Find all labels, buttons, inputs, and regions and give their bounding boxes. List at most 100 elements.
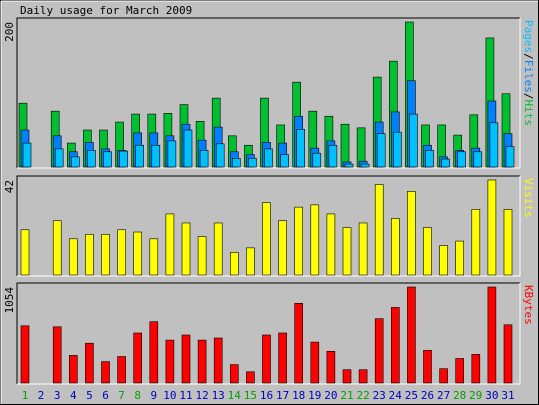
bar bbox=[439, 245, 448, 276]
x-tick-label: 26 bbox=[421, 389, 434, 402]
x-tick-label: 9 bbox=[150, 389, 157, 402]
bar bbox=[151, 144, 161, 168]
x-tick-label: 29 bbox=[469, 389, 482, 402]
bar bbox=[374, 318, 384, 384]
x-tick-label: 24 bbox=[389, 389, 403, 402]
x-tick-label: 25 bbox=[405, 389, 418, 402]
y-tick-label: 42 bbox=[3, 180, 16, 193]
bar bbox=[487, 179, 497, 276]
legend-entry: KBytes bbox=[522, 285, 535, 325]
bar bbox=[215, 143, 225, 168]
bar bbox=[117, 229, 126, 276]
bar bbox=[358, 369, 368, 384]
panel-edge bbox=[16, 17, 520, 168]
x-tick-label: 1 bbox=[22, 389, 29, 402]
bar bbox=[20, 325, 30, 384]
bar bbox=[85, 233, 94, 276]
bar bbox=[360, 163, 370, 168]
bar bbox=[423, 350, 432, 384]
x-tick-label: 7 bbox=[118, 389, 125, 402]
panel-edge bbox=[17, 18, 521, 169]
y-tick-label: 200 bbox=[3, 22, 16, 42]
bar bbox=[103, 151, 112, 168]
bar bbox=[457, 151, 467, 168]
x-tick-label: 18 bbox=[292, 389, 305, 402]
bar bbox=[328, 144, 338, 168]
bar bbox=[167, 140, 177, 168]
bar bbox=[344, 163, 354, 168]
bar bbox=[183, 129, 193, 168]
legend: KBytes bbox=[522, 285, 535, 325]
panel-edge bbox=[16, 282, 520, 384]
x-tick-label: 16 bbox=[260, 389, 273, 402]
bar bbox=[246, 371, 255, 384]
bar bbox=[119, 150, 128, 168]
legend-entry: Visits bbox=[522, 178, 535, 218]
x-tick-label: 8 bbox=[134, 389, 141, 402]
x-tick-label: 27 bbox=[437, 389, 450, 402]
x-tick-label: 3 bbox=[54, 389, 61, 402]
bar bbox=[52, 220, 62, 276]
bar bbox=[326, 351, 336, 384]
bar bbox=[471, 354, 481, 384]
x-tick-label: 23 bbox=[373, 389, 386, 402]
legend: Visits bbox=[522, 178, 535, 218]
x-tick-label: 5 bbox=[86, 389, 93, 402]
x-tick-label: 19 bbox=[308, 389, 321, 402]
bar bbox=[149, 238, 159, 276]
bar bbox=[87, 150, 96, 168]
bar bbox=[246, 247, 255, 276]
bar bbox=[503, 209, 513, 276]
x-tick-label: 15 bbox=[244, 389, 257, 402]
bar bbox=[312, 152, 322, 168]
bar bbox=[101, 233, 110, 276]
bar bbox=[69, 355, 78, 384]
bar bbox=[71, 156, 80, 168]
panel-edge bbox=[17, 176, 521, 277]
panel-edge bbox=[16, 175, 520, 276]
x-tick-label: 14 bbox=[228, 389, 242, 402]
bar bbox=[455, 240, 465, 276]
bar bbox=[133, 332, 142, 384]
bar bbox=[392, 131, 402, 168]
bar bbox=[278, 220, 287, 276]
x-tick-label: 10 bbox=[163, 389, 176, 402]
bar bbox=[441, 158, 450, 168]
bar bbox=[264, 148, 273, 168]
panel-edge bbox=[17, 283, 521, 385]
bar bbox=[262, 334, 271, 384]
bar bbox=[22, 142, 32, 168]
bar bbox=[390, 218, 400, 276]
x-tick-label: 11 bbox=[179, 389, 192, 402]
x-tick-label: 30 bbox=[485, 389, 498, 402]
bar bbox=[342, 227, 352, 276]
bar bbox=[310, 341, 320, 384]
x-tick-label: 2 bbox=[38, 389, 45, 402]
bar bbox=[374, 184, 384, 276]
bar bbox=[278, 332, 287, 384]
bar bbox=[505, 146, 515, 168]
bar bbox=[133, 231, 142, 276]
bar bbox=[471, 209, 481, 276]
legend-entry: Files bbox=[522, 60, 535, 93]
x-tick-label: 4 bbox=[70, 389, 77, 402]
x-tick-label: 21 bbox=[340, 389, 353, 402]
x-tick-label: 17 bbox=[276, 389, 289, 402]
bar bbox=[340, 123, 350, 168]
bar bbox=[425, 150, 434, 168]
bar bbox=[487, 286, 497, 384]
bar bbox=[409, 113, 418, 168]
bar bbox=[358, 222, 368, 276]
bar bbox=[54, 148, 64, 168]
legend: Pages/Files/Hits bbox=[522, 20, 535, 126]
bar bbox=[181, 334, 191, 384]
bar bbox=[407, 286, 416, 384]
legend-separator: / bbox=[522, 93, 535, 100]
bar bbox=[296, 129, 306, 168]
x-tick-label: 20 bbox=[324, 389, 337, 402]
x-tick-label: 22 bbox=[356, 389, 369, 402]
x-tick-label: 12 bbox=[195, 389, 208, 402]
bar bbox=[181, 222, 191, 276]
bar bbox=[294, 303, 304, 384]
bar bbox=[407, 191, 416, 276]
